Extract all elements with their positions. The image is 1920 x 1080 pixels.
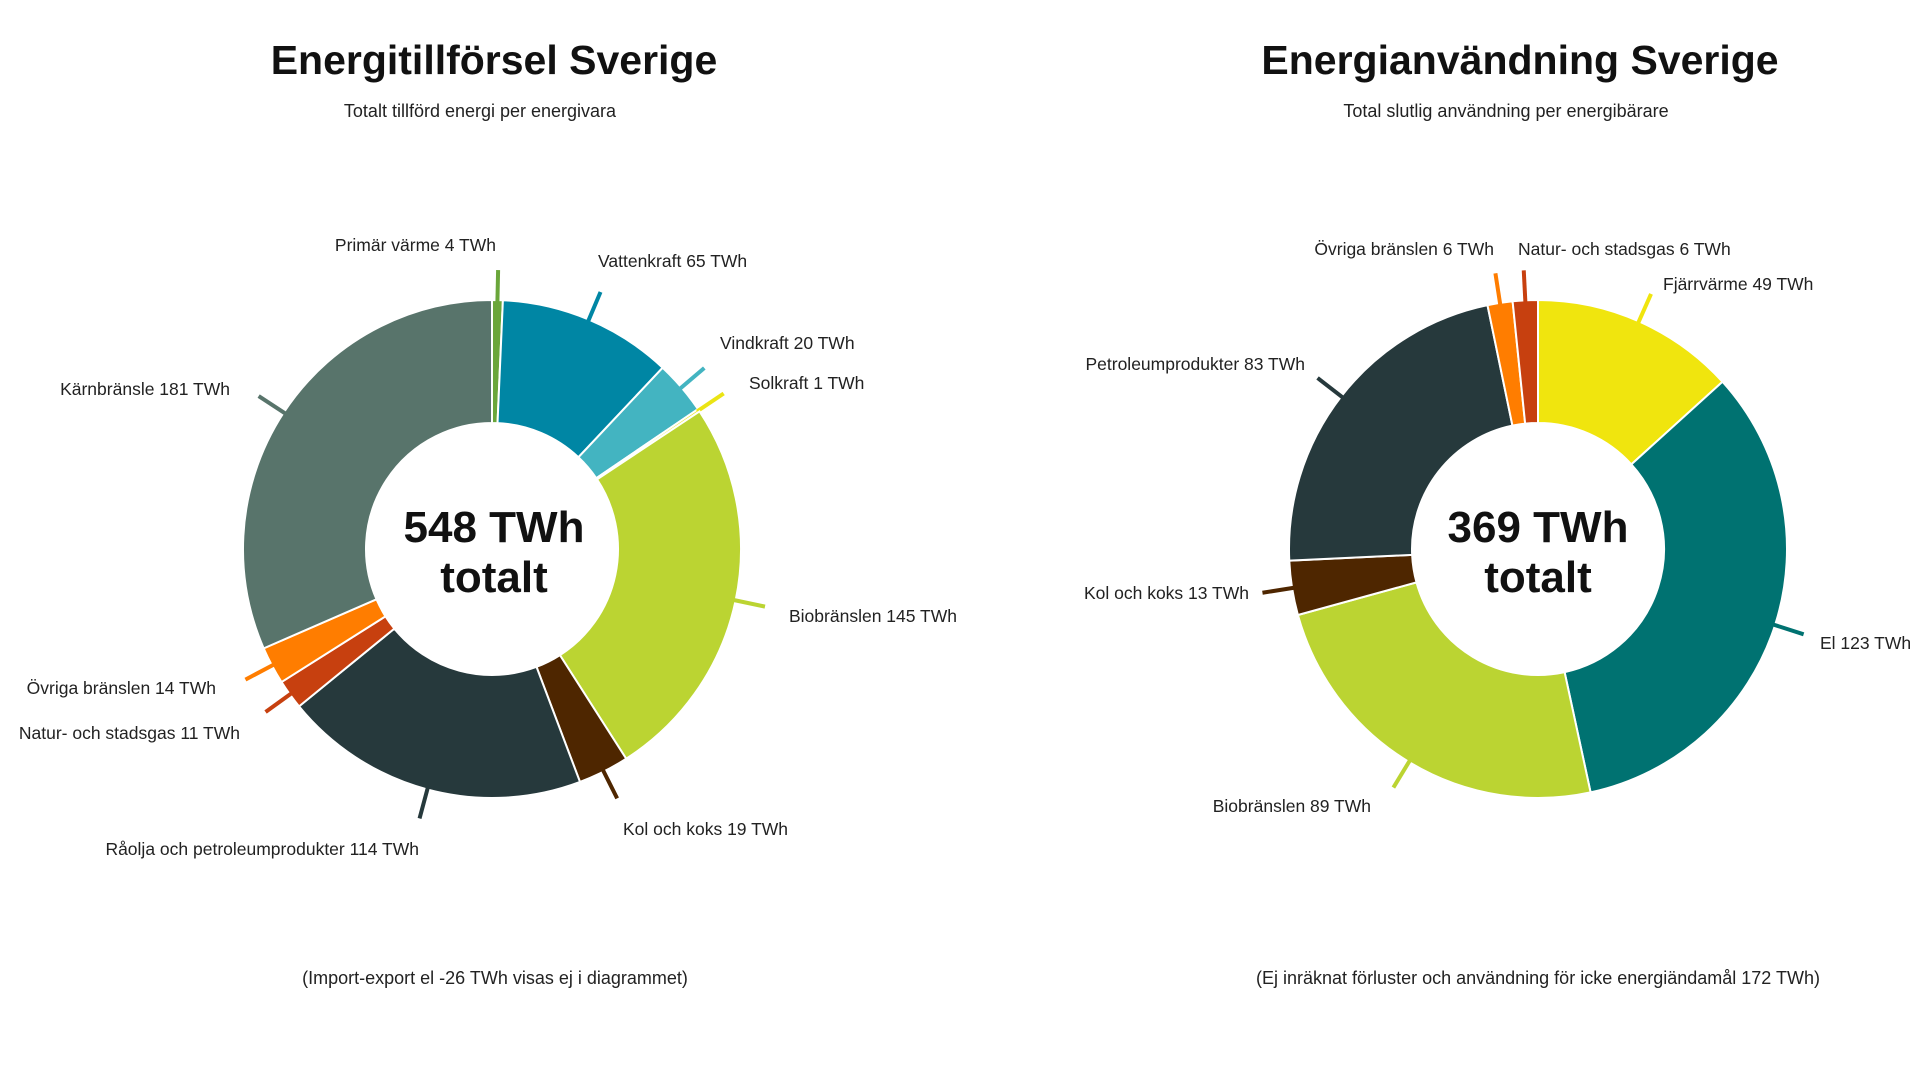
- leader-line: [586, 291, 603, 323]
- leader-line: [264, 691, 293, 714]
- chart-footnote: (Ej inräknat förluster och användning fö…: [1256, 968, 1820, 988]
- data-label: Vindkraft 20 TWh: [720, 333, 855, 353]
- leader-line: [695, 391, 725, 414]
- slice-råolja-och-petroleumprodukter: [297, 627, 582, 799]
- data-label: Kol och koks 13 TWh: [1084, 583, 1249, 603]
- leader-line: [1772, 622, 1805, 637]
- chart-subtitle: Totalt tillförd energi per energivara: [344, 101, 617, 121]
- leader-line: [1521, 270, 1528, 303]
- data-label: Petroleumprodukter 83 TWh: [1085, 354, 1305, 374]
- leader-line: [495, 270, 501, 303]
- data-label: Biobränslen 145 TWh: [789, 606, 957, 626]
- slice-kärnbränsle: [242, 298, 493, 650]
- chart-title: Energianvändning Sverige: [1261, 37, 1778, 83]
- chart-subtitle: Total slutlig användning per energibärar…: [1343, 101, 1668, 121]
- leader-line: [1636, 293, 1653, 324]
- leader-line: [257, 394, 287, 416]
- data-label: Vattenkraft 65 TWh: [598, 251, 747, 271]
- center-total-label: totalt: [1484, 553, 1592, 602]
- data-label: Solkraft 1 TWh: [749, 373, 864, 393]
- slice-biobränslen: [1296, 581, 1592, 799]
- donut-slices: Fjärrvärme 49 TWh El 123 TWh Biobränslen 8…: [1084, 239, 1911, 816]
- leader-line: [1493, 272, 1503, 306]
- leader-line: [1391, 759, 1412, 789]
- chart-title: Energitillförsel Sverige: [271, 37, 718, 83]
- center-total-label: totalt: [440, 553, 548, 602]
- chart-use: Energianvändning Sverige Total slutlig a…: [1084, 37, 1911, 988]
- leader-line: [1262, 585, 1295, 595]
- leader-line: [1316, 376, 1345, 400]
- data-label: Övriga bränslen 14 TWh: [27, 678, 216, 698]
- leader-line: [417, 787, 430, 819]
- slice-natur-och-stadsgas: [1511, 298, 1539, 425]
- slice-el: [1563, 380, 1788, 794]
- center-total-value: 548 TWh: [404, 503, 585, 552]
- chart-supply: Energitillförsel Sverige Totalt tillförd…: [19, 37, 957, 988]
- center-total-value: 369 TWh: [1448, 503, 1629, 552]
- data-label: Biobränslen 89 TWh: [1213, 796, 1371, 816]
- leader-line: [678, 366, 706, 391]
- data-label: Råolja och petroleumprodukter 114 TWh: [105, 839, 419, 859]
- slice-petroleumprodukter: [1288, 303, 1514, 562]
- data-label: El 123 TWh: [1820, 633, 1911, 653]
- data-label: Kol och koks 19 TWh: [623, 819, 788, 839]
- slice-biobränslen: [558, 409, 742, 761]
- leader-line: [244, 662, 275, 682]
- data-label: Natur- och stadsgas 6 TWh: [1518, 239, 1731, 259]
- data-label: Fjärrvärme 49 TWh: [1663, 274, 1813, 294]
- data-label: Primär värme 4 TWh: [335, 235, 496, 255]
- data-label: Natur- och stadsgas 11 TWh: [19, 723, 240, 743]
- donut-slices: Primär värme 4 TWh Vattenkraft 65 TWh Vind…: [19, 235, 957, 859]
- leader-line: [733, 598, 766, 609]
- data-label: Kärnbränsle 181 TWh: [60, 379, 230, 399]
- data-label: Övriga bränslen 6 TWh: [1314, 239, 1494, 259]
- chart-footnote: (Import-export el -26 TWh visas ej i dia…: [302, 968, 688, 988]
- leader-line: [601, 768, 619, 800]
